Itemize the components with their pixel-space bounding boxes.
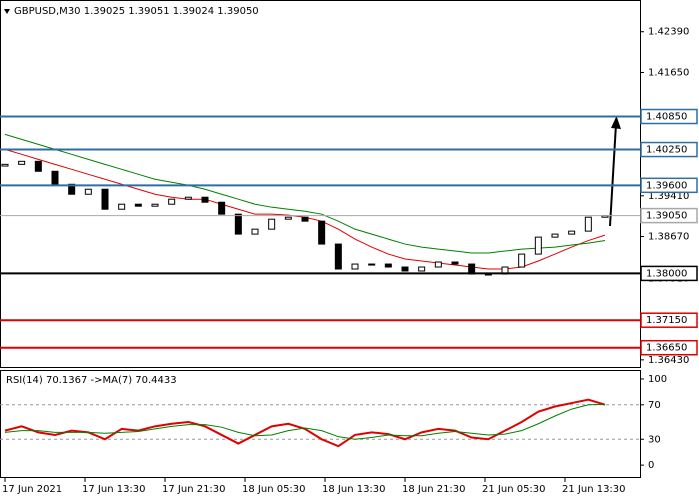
y-tick-label: 30 xyxy=(648,434,661,445)
x-tick-label: 17 Jun 21:30 xyxy=(162,484,226,495)
menu-arrow xyxy=(4,9,10,14)
y-tick-label: 1.42390 xyxy=(648,27,689,38)
level-label: 1.36650 xyxy=(646,343,687,354)
candle-body xyxy=(1,163,9,167)
level-label: 1.39050 xyxy=(646,211,687,222)
candle-body xyxy=(384,263,392,268)
moving-average xyxy=(4,133,606,254)
candle-body xyxy=(534,236,542,255)
candle-body xyxy=(34,160,42,172)
candle-body xyxy=(151,203,159,207)
y-tick-label: 1.39410 xyxy=(648,191,689,202)
y-tick-label: 70 xyxy=(648,400,661,411)
level-label-box xyxy=(640,207,698,224)
candle-body xyxy=(234,213,242,235)
x-tick-label: 18 Jun 21:30 xyxy=(402,484,466,495)
candle-body xyxy=(101,188,109,210)
x-tick-label: 21 Jun 13:30 xyxy=(562,484,626,495)
level-label-box xyxy=(640,177,698,194)
candle-body xyxy=(84,188,92,195)
level-label-box xyxy=(640,141,698,158)
x-tick-label: 21 Jun 05:30 xyxy=(482,484,546,495)
rsi-line xyxy=(4,398,606,448)
level-label-box xyxy=(640,265,698,282)
candle-body xyxy=(251,228,259,235)
forecast-arrowhead xyxy=(611,116,621,129)
rsi-title: RSI(14) 70.1367 ->MA(7) 70.4433 xyxy=(6,375,177,386)
candle-body xyxy=(18,160,26,165)
candle-body xyxy=(568,230,576,235)
candle-body xyxy=(351,263,359,270)
candle-body xyxy=(284,216,292,220)
candle-body xyxy=(334,243,342,270)
candle-body xyxy=(318,220,326,245)
candle-body xyxy=(401,266,409,272)
level-label: 1.38000 xyxy=(646,268,687,279)
candle-body xyxy=(451,261,459,265)
x-tick-label: 17 Jun 2021 xyxy=(2,484,62,495)
y-tick-label: 1.38670 xyxy=(648,232,689,243)
level-label: 1.39600 xyxy=(646,180,687,191)
level-label-box xyxy=(640,108,698,125)
level-label-box xyxy=(640,339,698,356)
x-tick-label: 17 Jun 13:30 xyxy=(82,484,146,495)
y-tick-label: 1.36430 xyxy=(648,355,689,366)
y-tick-label: 100 xyxy=(648,374,667,385)
y-tick-label: 1.41650 xyxy=(648,67,689,78)
candle-body xyxy=(418,266,426,272)
candle-body xyxy=(68,183,76,195)
candle-body xyxy=(584,216,592,232)
forecast-arrow xyxy=(609,123,617,227)
candle-body xyxy=(134,203,142,207)
x-tick-label: 18 Jun 05:30 xyxy=(242,484,306,495)
level-label: 1.37150 xyxy=(646,315,687,326)
rsi-panel xyxy=(0,370,641,478)
candle-body xyxy=(368,263,376,266)
rsi-line xyxy=(4,403,606,440)
candle-body xyxy=(118,203,126,210)
candle-body xyxy=(51,170,59,185)
level-label: 1.40850 xyxy=(646,112,687,123)
chart-title: GBPUSD,M30 1.39025 1.39051 1.39024 1.390… xyxy=(14,6,259,17)
candle-body xyxy=(268,218,276,230)
candle-body xyxy=(168,198,176,205)
candle-body xyxy=(551,233,559,238)
y-tick-label: 0 xyxy=(648,460,654,471)
candle-body xyxy=(518,253,526,268)
x-tick-label: 18 Jun 13:30 xyxy=(322,484,386,495)
candle-body xyxy=(301,216,309,222)
price-panel xyxy=(0,0,641,368)
candle-body xyxy=(218,201,226,215)
level-label-box xyxy=(640,312,698,328)
candle-body xyxy=(201,196,209,203)
level-label: 1.40250 xyxy=(646,145,687,156)
candle-body xyxy=(184,196,192,200)
candle-body xyxy=(434,261,442,268)
